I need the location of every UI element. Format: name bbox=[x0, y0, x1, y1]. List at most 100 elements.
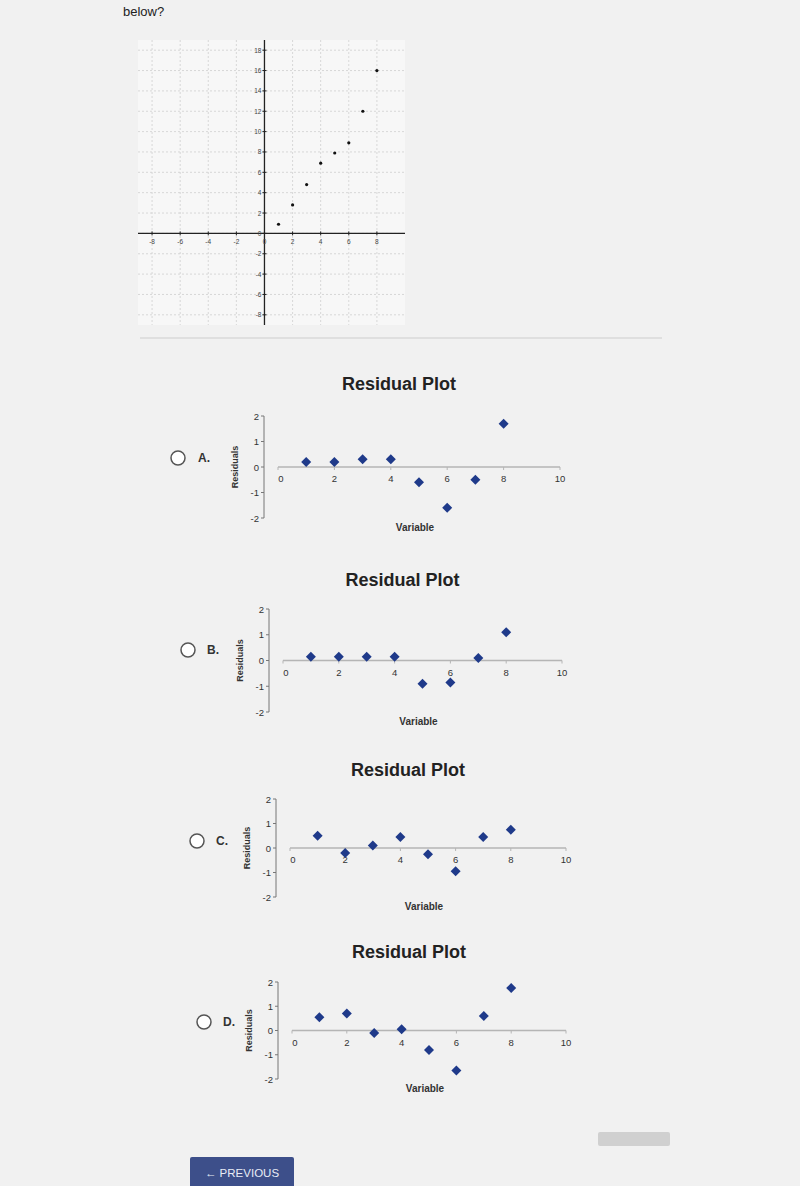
diamond-point bbox=[445, 677, 455, 687]
y-tick-label: 2 bbox=[268, 977, 273, 988]
residual-chart: A.Residual Plot-2-10120246810ResidualsVa… bbox=[171, 374, 565, 533]
y-tick bbox=[275, 982, 278, 983]
x-axis-label: Variable bbox=[406, 1083, 445, 1094]
x-tick-label: -8 bbox=[149, 238, 155, 245]
diamond-point bbox=[301, 457, 311, 467]
grid-line bbox=[152, 40, 153, 325]
x-tick bbox=[390, 467, 391, 470]
x-tick bbox=[292, 1031, 293, 1034]
y-tick-label: 1 bbox=[254, 436, 259, 447]
diamond-point bbox=[424, 1045, 434, 1055]
prompt: below? bbox=[123, 4, 164, 19]
point bbox=[333, 151, 336, 154]
grid-line bbox=[138, 213, 405, 214]
y-tick bbox=[262, 90, 266, 91]
y-tick-label: 0 bbox=[259, 655, 264, 666]
y-tick bbox=[273, 823, 276, 824]
y-tick-label: -1 bbox=[256, 681, 264, 692]
diamond-point bbox=[334, 652, 344, 662]
y-tick-label: 4 bbox=[258, 189, 262, 196]
x-tick bbox=[348, 231, 349, 235]
grid-line bbox=[138, 314, 405, 315]
points bbox=[306, 627, 511, 689]
grid-line bbox=[138, 111, 405, 112]
y-tick bbox=[261, 416, 264, 417]
y-tick bbox=[262, 213, 266, 214]
x-tick bbox=[447, 467, 448, 470]
grid-line bbox=[138, 90, 405, 91]
x-tick bbox=[278, 467, 279, 470]
y-tick-label: -2 bbox=[256, 707, 264, 718]
y-tick-label: -6 bbox=[256, 291, 262, 298]
y-tick bbox=[262, 233, 266, 234]
y-tick bbox=[262, 314, 266, 315]
x-tick bbox=[566, 1031, 567, 1034]
radio-button[interactable] bbox=[181, 643, 195, 657]
diamond-point bbox=[386, 454, 396, 464]
radio-button[interactable] bbox=[190, 834, 204, 848]
points bbox=[277, 69, 379, 226]
radio-button[interactable] bbox=[171, 451, 185, 465]
point bbox=[319, 162, 322, 165]
y-tick-label: -8 bbox=[256, 311, 262, 318]
x-tick bbox=[506, 661, 507, 664]
points bbox=[301, 419, 508, 513]
y-tick bbox=[261, 492, 264, 493]
y-tick bbox=[273, 848, 276, 849]
y-tick-label: 2 bbox=[254, 411, 259, 422]
x-tick bbox=[236, 231, 237, 235]
y-tick bbox=[262, 151, 266, 152]
y-tick-label: -1 bbox=[251, 487, 259, 498]
y-tick-label: 16 bbox=[254, 67, 262, 74]
grid-line bbox=[138, 192, 405, 193]
y-tick bbox=[275, 1054, 278, 1055]
residual-chart: C.Residual Plot-2-10120246810ResidualsVa… bbox=[190, 760, 571, 912]
x-tick bbox=[510, 848, 511, 851]
y-tick-label: 2 bbox=[258, 210, 262, 217]
x-tick bbox=[455, 848, 456, 851]
diamond-point bbox=[506, 825, 516, 835]
diamond-point bbox=[306, 652, 316, 662]
x-tick bbox=[503, 467, 504, 470]
x-tick-label: -2 bbox=[233, 238, 239, 245]
x-tick-label: 0 bbox=[263, 238, 267, 245]
y-tick-label: -2 bbox=[265, 1074, 273, 1085]
x-tick-label: 2 bbox=[332, 473, 337, 484]
diamond-point bbox=[395, 832, 405, 842]
x-tick-label: 4 bbox=[392, 667, 397, 678]
x-tick-label: 4 bbox=[319, 238, 323, 245]
points bbox=[313, 825, 516, 877]
button-label[interactable]: ← PREVIOUS bbox=[205, 1167, 279, 1179]
x-tick-label: 8 bbox=[504, 667, 509, 678]
x-tick-label: 8 bbox=[501, 473, 506, 484]
button-bg[interactable] bbox=[190, 1157, 294, 1186]
y-axis-label: Residuals bbox=[235, 639, 245, 682]
x-tick bbox=[400, 848, 401, 851]
y-tick-label: 0 bbox=[258, 230, 262, 237]
previous-button[interactable]: ← PREVIOUS bbox=[190, 1157, 294, 1186]
radio-button[interactable] bbox=[197, 1015, 211, 1029]
x-tick-label: 4 bbox=[388, 473, 393, 484]
x-tick bbox=[376, 231, 377, 235]
diamond-point bbox=[314, 1012, 324, 1022]
y-tick bbox=[262, 192, 266, 193]
y-tick bbox=[262, 172, 266, 173]
plot-area bbox=[138, 40, 405, 325]
diamond-point bbox=[414, 477, 424, 487]
y-tick bbox=[262, 294, 266, 295]
y-tick bbox=[262, 70, 266, 71]
grid-line bbox=[138, 253, 405, 254]
x-tick-label: 6 bbox=[347, 238, 351, 245]
y-tick-label: 0 bbox=[254, 462, 259, 473]
x-tick-label: 2 bbox=[336, 667, 341, 678]
x-axis bbox=[292, 1030, 566, 1031]
x-tick-label: 0 bbox=[290, 854, 295, 865]
y-tick bbox=[273, 897, 276, 898]
chart-title: Residual Plot bbox=[351, 760, 465, 780]
y-tick bbox=[262, 274, 266, 275]
diamond-point bbox=[451, 866, 461, 876]
x-tick bbox=[292, 231, 293, 235]
diamond-point bbox=[340, 848, 350, 858]
y-axis-label: Residuals bbox=[242, 827, 252, 870]
background bbox=[0, 0, 800, 1186]
